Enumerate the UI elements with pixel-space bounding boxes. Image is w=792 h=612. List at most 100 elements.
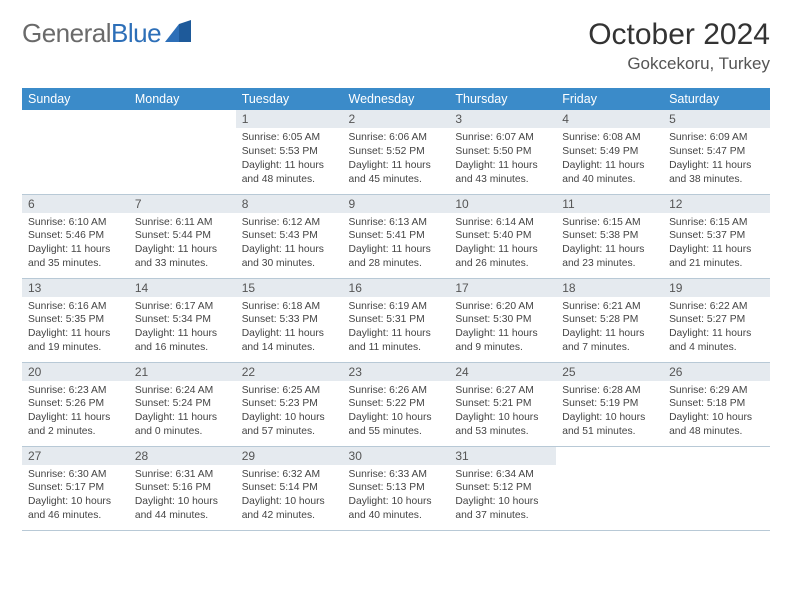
calendar-day-cell: 14Sunrise: 6:17 AMSunset: 5:34 PMDayligh… (129, 278, 236, 362)
sunset-text: Sunset: 5:34 PM (135, 313, 230, 327)
day-body: Sunrise: 6:30 AMSunset: 5:17 PMDaylight:… (22, 465, 129, 528)
calendar-day-cell: 27Sunrise: 6:30 AMSunset: 5:17 PMDayligh… (22, 446, 129, 530)
day-number: 2 (343, 110, 450, 128)
daylight-text: Daylight: 11 hours and 38 minutes. (669, 159, 764, 187)
day-body: Sunrise: 6:09 AMSunset: 5:47 PMDaylight:… (663, 128, 770, 191)
calendar-week-row: ....1Sunrise: 6:05 AMSunset: 5:53 PMDayl… (22, 110, 770, 194)
weekday-header: Sunday (22, 88, 129, 110)
sunrise-text: Sunrise: 6:21 AM (562, 300, 657, 314)
daylight-text: Daylight: 11 hours and 21 minutes. (669, 243, 764, 271)
sunset-text: Sunset: 5:37 PM (669, 229, 764, 243)
sunrise-text: Sunrise: 6:16 AM (28, 300, 123, 314)
calendar-day-cell: .. (663, 446, 770, 530)
day-body: Sunrise: 6:10 AMSunset: 5:46 PMDaylight:… (22, 213, 129, 276)
calendar-day-cell: 21Sunrise: 6:24 AMSunset: 5:24 PMDayligh… (129, 362, 236, 446)
calendar-day-cell: 9Sunrise: 6:13 AMSunset: 5:41 PMDaylight… (343, 194, 450, 278)
weekday-header: Monday (129, 88, 236, 110)
sunset-text: Sunset: 5:35 PM (28, 313, 123, 327)
daylight-text: Daylight: 10 hours and 42 minutes. (242, 495, 337, 523)
day-body: Sunrise: 6:29 AMSunset: 5:18 PMDaylight:… (663, 381, 770, 444)
daylight-text: Daylight: 10 hours and 51 minutes. (562, 411, 657, 439)
sunrise-text: Sunrise: 6:23 AM (28, 384, 123, 398)
calendar-day-cell: 28Sunrise: 6:31 AMSunset: 5:16 PMDayligh… (129, 446, 236, 530)
sunrise-text: Sunrise: 6:28 AM (562, 384, 657, 398)
sunrise-text: Sunrise: 6:07 AM (455, 131, 550, 145)
sunrise-text: Sunrise: 6:11 AM (135, 216, 230, 230)
day-body: Sunrise: 6:25 AMSunset: 5:23 PMDaylight:… (236, 381, 343, 444)
day-body: Sunrise: 6:13 AMSunset: 5:41 PMDaylight:… (343, 213, 450, 276)
sunrise-text: Sunrise: 6:10 AM (28, 216, 123, 230)
weekday-header: Wednesday (343, 88, 450, 110)
daylight-text: Daylight: 10 hours and 40 minutes. (349, 495, 444, 523)
day-number: 10 (449, 195, 556, 213)
sunrise-text: Sunrise: 6:25 AM (242, 384, 337, 398)
day-body: Sunrise: 6:07 AMSunset: 5:50 PMDaylight:… (449, 128, 556, 191)
sunset-text: Sunset: 5:16 PM (135, 481, 230, 495)
day-body: Sunrise: 6:27 AMSunset: 5:21 PMDaylight:… (449, 381, 556, 444)
sunrise-text: Sunrise: 6:29 AM (669, 384, 764, 398)
calendar-day-cell: .. (129, 110, 236, 194)
daylight-text: Daylight: 10 hours and 55 minutes. (349, 411, 444, 439)
day-number: 25 (556, 363, 663, 381)
sunset-text: Sunset: 5:18 PM (669, 397, 764, 411)
calendar-day-cell: .. (22, 110, 129, 194)
daylight-text: Daylight: 11 hours and 45 minutes. (349, 159, 444, 187)
daylight-text: Daylight: 11 hours and 19 minutes. (28, 327, 123, 355)
sunrise-text: Sunrise: 6:09 AM (669, 131, 764, 145)
month-title: October 2024 (588, 18, 770, 52)
daylight-text: Daylight: 11 hours and 4 minutes. (669, 327, 764, 355)
sunrise-text: Sunrise: 6:13 AM (349, 216, 444, 230)
sunrise-text: Sunrise: 6:19 AM (349, 300, 444, 314)
sunrise-text: Sunrise: 6:24 AM (135, 384, 230, 398)
weekday-header: Saturday (663, 88, 770, 110)
daylight-text: Daylight: 11 hours and 11 minutes. (349, 327, 444, 355)
calendar-day-cell: .. (556, 446, 663, 530)
daylight-text: Daylight: 10 hours and 53 minutes. (455, 411, 550, 439)
daylight-text: Daylight: 11 hours and 48 minutes. (242, 159, 337, 187)
day-body: Sunrise: 6:28 AMSunset: 5:19 PMDaylight:… (556, 381, 663, 444)
weekday-header: Tuesday (236, 88, 343, 110)
weekday-header-row: SundayMondayTuesdayWednesdayThursdayFrid… (22, 88, 770, 110)
daylight-text: Daylight: 10 hours and 46 minutes. (28, 495, 123, 523)
calendar-day-cell: 13Sunrise: 6:16 AMSunset: 5:35 PMDayligh… (22, 278, 129, 362)
sunrise-text: Sunrise: 6:32 AM (242, 468, 337, 482)
day-body: Sunrise: 6:21 AMSunset: 5:28 PMDaylight:… (556, 297, 663, 360)
daylight-text: Daylight: 11 hours and 9 minutes. (455, 327, 550, 355)
calendar-day-cell: 31Sunrise: 6:34 AMSunset: 5:12 PMDayligh… (449, 446, 556, 530)
sunset-text: Sunset: 5:50 PM (455, 145, 550, 159)
title-block: October 2024 Gokcekoru, Turkey (588, 18, 770, 74)
sunrise-text: Sunrise: 6:18 AM (242, 300, 337, 314)
day-number: 26 (663, 363, 770, 381)
brand-mark-icon (165, 20, 193, 47)
day-number: 15 (236, 279, 343, 297)
sunrise-text: Sunrise: 6:20 AM (455, 300, 550, 314)
day-number: 6 (22, 195, 129, 213)
day-number: 23 (343, 363, 450, 381)
calendar-day-cell: 1Sunrise: 6:05 AMSunset: 5:53 PMDaylight… (236, 110, 343, 194)
day-number: 20 (22, 363, 129, 381)
day-number: 3 (449, 110, 556, 128)
day-number: 11 (556, 195, 663, 213)
sunset-text: Sunset: 5:27 PM (669, 313, 764, 327)
day-body: Sunrise: 6:16 AMSunset: 5:35 PMDaylight:… (22, 297, 129, 360)
calendar-table: SundayMondayTuesdayWednesdayThursdayFrid… (22, 88, 770, 531)
day-number: 22 (236, 363, 343, 381)
day-number: 21 (129, 363, 236, 381)
calendar-day-cell: 25Sunrise: 6:28 AMSunset: 5:19 PMDayligh… (556, 362, 663, 446)
day-body: Sunrise: 6:26 AMSunset: 5:22 PMDaylight:… (343, 381, 450, 444)
sunset-text: Sunset: 5:13 PM (349, 481, 444, 495)
sunset-text: Sunset: 5:24 PM (135, 397, 230, 411)
calendar-week-row: 27Sunrise: 6:30 AMSunset: 5:17 PMDayligh… (22, 446, 770, 530)
location-label: Gokcekoru, Turkey (588, 54, 770, 74)
day-body: Sunrise: 6:15 AMSunset: 5:38 PMDaylight:… (556, 213, 663, 276)
day-body: Sunrise: 6:06 AMSunset: 5:52 PMDaylight:… (343, 128, 450, 191)
daylight-text: Daylight: 11 hours and 16 minutes. (135, 327, 230, 355)
daylight-text: Daylight: 11 hours and 23 minutes. (562, 243, 657, 271)
sunrise-text: Sunrise: 6:30 AM (28, 468, 123, 482)
page-header: GeneralBlue October 2024 Gokcekoru, Turk… (22, 18, 770, 74)
calendar-day-cell: 24Sunrise: 6:27 AMSunset: 5:21 PMDayligh… (449, 362, 556, 446)
sunset-text: Sunset: 5:19 PM (562, 397, 657, 411)
sunrise-text: Sunrise: 6:05 AM (242, 131, 337, 145)
day-number: 24 (449, 363, 556, 381)
day-number: 31 (449, 447, 556, 465)
